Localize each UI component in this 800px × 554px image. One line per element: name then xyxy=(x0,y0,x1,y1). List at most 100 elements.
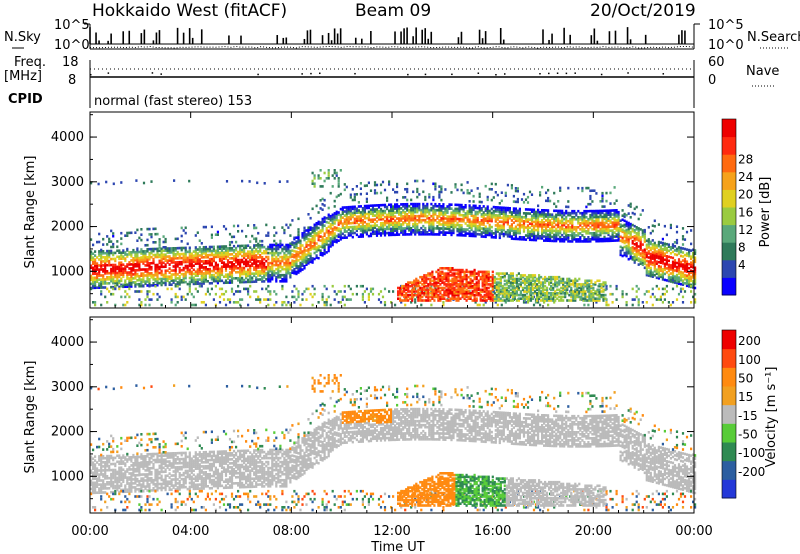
power-cell xyxy=(249,258,252,261)
power-cell xyxy=(462,228,465,231)
power-cell xyxy=(224,227,228,231)
power-cell xyxy=(591,215,594,219)
power-cell xyxy=(541,229,544,232)
power-cell xyxy=(484,184,487,188)
power-cell xyxy=(599,200,602,203)
power-cell xyxy=(386,231,389,235)
power-cell xyxy=(124,303,127,307)
power-cell xyxy=(432,219,435,222)
power-cell xyxy=(194,280,197,284)
power-cell xyxy=(430,225,433,228)
power-cell xyxy=(311,284,314,288)
power-cell xyxy=(400,203,403,206)
power-cell xyxy=(313,292,316,296)
power-cell xyxy=(235,254,238,258)
power-cell xyxy=(432,208,435,212)
power-cell xyxy=(543,231,546,234)
power-cell xyxy=(425,279,428,283)
power-cell xyxy=(269,298,272,301)
power-cell xyxy=(599,227,602,231)
power-cell xyxy=(337,233,340,236)
power-cell xyxy=(434,182,437,186)
power-cell xyxy=(647,262,650,265)
power-cell xyxy=(421,286,424,290)
power-cell xyxy=(112,267,115,271)
power-cell xyxy=(438,227,441,230)
power-cell xyxy=(333,214,336,217)
power-cell xyxy=(216,275,219,279)
power-cell xyxy=(553,235,556,239)
power-cell xyxy=(386,199,389,202)
power-cell xyxy=(289,275,292,279)
power-cell xyxy=(661,262,664,265)
power-cell xyxy=(182,258,185,262)
power-cell xyxy=(694,272,697,276)
power-cell xyxy=(325,243,328,246)
power-cell xyxy=(425,290,428,293)
power-cell xyxy=(349,215,352,219)
power-cell xyxy=(116,249,119,253)
power-cell xyxy=(158,265,161,269)
power-cell xyxy=(420,220,423,224)
power-cell xyxy=(428,216,431,220)
power-cell xyxy=(108,240,111,243)
power-cell xyxy=(504,214,507,218)
power-cell xyxy=(593,235,596,239)
power-cell xyxy=(323,220,326,223)
power-cell xyxy=(160,265,163,269)
power-cell xyxy=(249,256,252,259)
power-cell xyxy=(411,290,414,293)
power-cell xyxy=(110,240,113,243)
power-cell xyxy=(437,279,440,283)
power-cell xyxy=(694,266,697,270)
power-cell xyxy=(222,261,226,264)
power-cell xyxy=(144,282,147,285)
power-cell xyxy=(285,263,288,267)
power-cell xyxy=(218,245,222,248)
power-cell xyxy=(309,292,312,296)
power-cell xyxy=(329,227,332,230)
power-cell xyxy=(239,252,242,256)
power-cell xyxy=(315,224,318,227)
nave-point xyxy=(107,72,110,74)
power-cell xyxy=(543,217,546,220)
power-cell xyxy=(190,276,193,280)
power-cell xyxy=(655,262,658,265)
power-cell xyxy=(595,217,598,221)
power-cell xyxy=(472,222,475,226)
power-cell xyxy=(601,237,604,241)
power-cell xyxy=(214,253,217,257)
power-cell xyxy=(434,204,437,208)
power-cell xyxy=(327,225,330,229)
power-cell xyxy=(178,287,181,291)
power-cell xyxy=(174,277,177,280)
power-cell xyxy=(410,231,413,234)
power-cell xyxy=(128,295,131,299)
power-cell xyxy=(492,215,495,219)
power-cell xyxy=(232,277,236,280)
power-cell xyxy=(144,268,147,271)
power-cell xyxy=(537,210,540,214)
power-cell xyxy=(583,222,586,225)
power-cell xyxy=(301,292,304,296)
power-cell xyxy=(587,230,590,233)
power-cell xyxy=(228,261,232,264)
power-cell xyxy=(404,303,407,307)
power-cell xyxy=(243,287,246,291)
power-cell xyxy=(138,250,141,254)
power-cell xyxy=(275,247,278,251)
power-cell xyxy=(392,233,395,237)
power-cell xyxy=(637,231,640,234)
power-cell xyxy=(194,274,197,277)
power-cell xyxy=(156,292,159,296)
power-cell xyxy=(128,261,131,264)
power-cell xyxy=(462,207,465,211)
power-cell xyxy=(599,229,602,233)
power-cell xyxy=(607,213,610,216)
power-cell xyxy=(619,223,622,226)
power-cell xyxy=(315,254,318,257)
power-cell xyxy=(526,301,530,304)
power-cell xyxy=(617,237,620,240)
power-cell xyxy=(557,223,560,227)
power-cell xyxy=(573,218,576,221)
